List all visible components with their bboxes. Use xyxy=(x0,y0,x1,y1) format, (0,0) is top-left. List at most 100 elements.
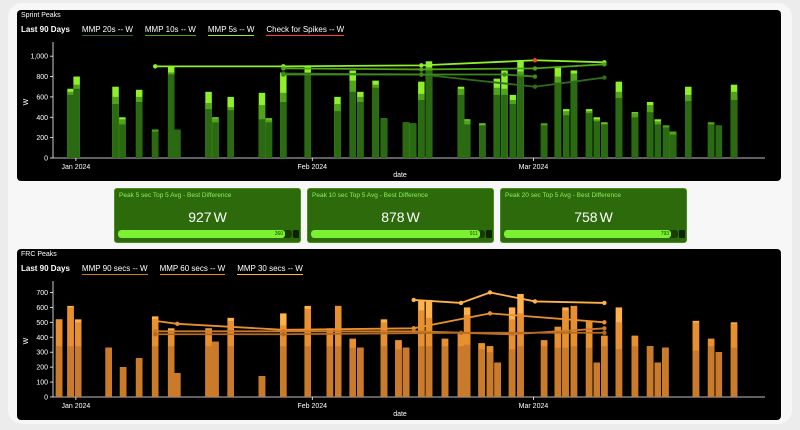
x-axis-label: date xyxy=(393,411,407,418)
bar-mmp-90-secs xyxy=(395,349,402,397)
stat-bar-text: 911 xyxy=(469,231,478,237)
bar-mmp-20s xyxy=(205,109,212,158)
bar-mmp-90-secs xyxy=(55,346,63,397)
bar-mmp-90-secs xyxy=(425,346,433,397)
bar-mmp-90-secs xyxy=(74,346,82,397)
bar-mmp-20s xyxy=(280,102,287,158)
y-tick-label: 100 xyxy=(36,380,48,387)
trend-point xyxy=(532,58,538,63)
trend-line xyxy=(155,331,605,336)
stat-card-title: Peak 5 sec Top 5 Avg - Best Difference xyxy=(119,192,232,199)
legend-item-mmp-60[interactable]: MMP 60 secs -- W xyxy=(159,264,226,275)
x-tick-label: Jan 2024 xyxy=(61,403,90,410)
stat-card-bar-fill: 360 xyxy=(118,230,286,238)
bar-mmp-20s xyxy=(425,70,433,158)
bar-mmp-20s xyxy=(509,104,517,158)
bar-mmp-20s xyxy=(493,94,501,158)
bar-mmp-90-secs xyxy=(349,347,356,397)
trend-point xyxy=(532,299,538,304)
bar-mmp-20s xyxy=(73,88,80,158)
stat-card-title: Peak 10 sec Top 5 Avg - Best Difference xyxy=(312,192,428,199)
bar-mmp-90-secs xyxy=(707,346,715,397)
legend-item-mmp-90[interactable]: MMP 90 secs -- W xyxy=(81,264,148,275)
bar-mmp-20s xyxy=(349,91,356,158)
stat-bar-end xyxy=(679,230,685,238)
stat-card-bar: 793 xyxy=(504,230,678,238)
bar-mmp-20s xyxy=(112,104,119,158)
bar-mmp-20s xyxy=(334,111,341,158)
bar-mmp-90-secs xyxy=(478,349,485,397)
y-tick-label: 1,000 xyxy=(30,54,48,61)
trend-point xyxy=(419,63,424,68)
bar-mmp-90-secs xyxy=(517,346,524,397)
bar-mmp-20s xyxy=(227,110,234,158)
bar-mmp-20s xyxy=(380,118,388,158)
stat-card-value: 878 W xyxy=(308,209,493,225)
legend-item-mmp-10s[interactable]: MMP 10s -- W xyxy=(144,25,196,36)
legend-item-check-for-spikes[interactable]: Check for Spikes -- W xyxy=(266,25,345,36)
bar-mmp-90-secs xyxy=(119,367,127,397)
bar-mmp-20s xyxy=(563,115,570,158)
bar-mmp-90-secs xyxy=(326,346,334,397)
bar-mmp-90-secs xyxy=(280,346,287,397)
stat-bar-end xyxy=(486,230,492,238)
bar-mmp-20s xyxy=(402,122,410,158)
bar-mmp-20s xyxy=(212,122,219,158)
bar-mmp-90-secs xyxy=(212,341,219,397)
bar-mmp-90-secs xyxy=(258,376,266,397)
bar-mmp-90-secs xyxy=(151,346,159,397)
legend: Last 90 Days MMP 90 secs -- W MMP 60 sec… xyxy=(21,264,315,275)
bar-mmp-20s xyxy=(685,100,692,158)
trend-point xyxy=(152,318,158,324)
bar-mmp-20s xyxy=(646,112,654,158)
trend-line xyxy=(413,291,605,304)
bar-mmp-20s xyxy=(304,74,311,158)
x-tick-label: Feb 2024 xyxy=(297,403,327,410)
bar-mmp-90-secs xyxy=(463,344,471,397)
stat-bar-text: 360 xyxy=(274,231,284,237)
y-axis-label: W xyxy=(23,337,30,344)
legend-item-mmp-5s[interactable]: MMP 5s -- W xyxy=(207,25,255,36)
bar-mmp-90-secs xyxy=(615,349,623,397)
stat-card-bar: 911 xyxy=(311,230,485,238)
stat-value-unit: W xyxy=(599,209,613,225)
bar-mmp-20s xyxy=(357,102,364,158)
bar-mmp-20s xyxy=(418,99,425,158)
trend-line xyxy=(155,312,605,331)
bar-mmp-20s xyxy=(174,129,181,158)
bar-mmp-90-secs xyxy=(508,349,516,397)
bar-mmp-90-secs xyxy=(441,346,449,397)
bar-mmp-90-secs xyxy=(402,347,410,397)
bar-mmp-90-secs xyxy=(631,346,639,397)
legend-item-mmp-20s[interactable]: MMP 20s -- W xyxy=(81,25,133,36)
bar-mmp-20s xyxy=(119,124,126,158)
x-axis-label: date xyxy=(393,172,407,179)
y-tick-label: 600 xyxy=(36,305,48,312)
x-tick-label: Feb 2024 xyxy=(297,164,327,171)
trend-point xyxy=(602,62,607,67)
bar-mmp-90-secs xyxy=(654,362,662,397)
bar-mmp-90-secs xyxy=(585,347,593,397)
trend-point xyxy=(532,66,538,71)
frc-peaks-panel: FRC Peaks Last 90 Days MMP 90 secs -- W … xyxy=(17,249,781,420)
bar-mmp-20s xyxy=(669,134,677,158)
bar-mmp-20s xyxy=(615,97,623,158)
trend-point xyxy=(411,297,416,303)
bar-mmp-90-secs xyxy=(135,358,143,397)
y-tick-label: 200 xyxy=(36,365,48,372)
y-tick-label: 200 xyxy=(36,135,48,142)
trend-point xyxy=(419,67,424,72)
stat-value-number: 927 xyxy=(188,209,212,225)
bar-mmp-20s xyxy=(654,124,662,158)
bar-mmp-90-secs xyxy=(730,347,738,397)
legend-item-mmp-30[interactable]: MMP 30 secs -- W xyxy=(237,264,303,275)
stat-card-peak-20s: Peak 20 sec Top 5 Avg - Best Difference … xyxy=(500,188,687,243)
trend-point xyxy=(502,72,507,77)
bar-mmp-90-secs xyxy=(457,346,465,397)
bar-mmp-20s xyxy=(67,94,74,158)
trend-point xyxy=(602,75,607,80)
trend-point xyxy=(281,332,286,337)
sprint-peaks-panel: Sprint Peaks Last 90 Days MMP 20s -- W M… xyxy=(17,10,781,181)
bar-mmp-90-secs xyxy=(486,352,494,397)
bar-mmp-90-secs xyxy=(418,346,425,397)
